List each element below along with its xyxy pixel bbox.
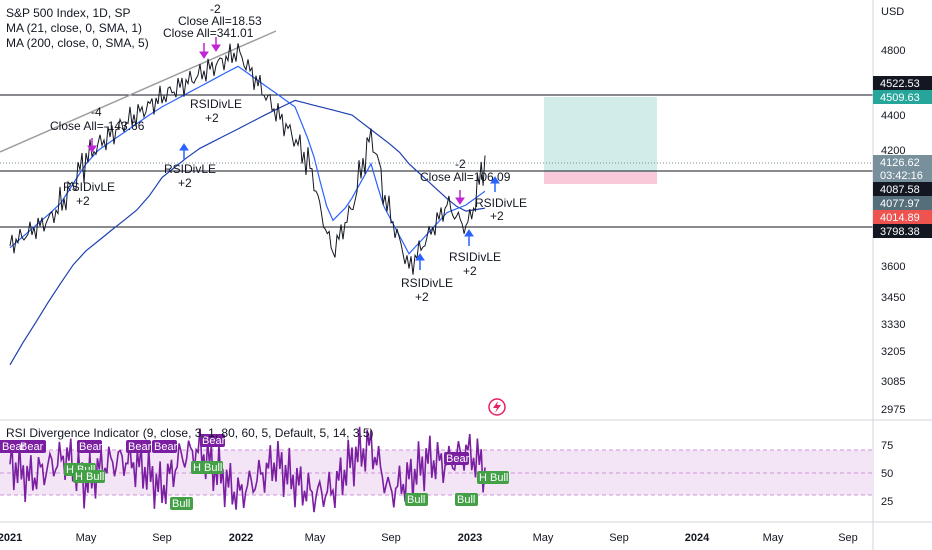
signal-tag-text: Bear bbox=[154, 441, 178, 453]
time-tick: May bbox=[763, 532, 784, 544]
currency-label: USD bbox=[881, 6, 904, 18]
price-line bbox=[9, 43, 486, 275]
price-label-4509: 4509.63 bbox=[873, 90, 932, 104]
price-label-4077: 4077.97 bbox=[873, 196, 932, 210]
time-tick: May bbox=[305, 532, 326, 544]
annotation-minus2-right: -2 bbox=[455, 157, 466, 171]
svg-text:4126.62: 4126.62 bbox=[880, 157, 920, 169]
svg-text:4014.89: 4014.89 bbox=[880, 212, 920, 224]
annotation-plus2-4: +2 bbox=[415, 290, 429, 304]
rsi-tick: 50 bbox=[881, 468, 893, 480]
signal-tag-text: Bull bbox=[407, 494, 425, 506]
price-tick: 3450 bbox=[881, 292, 905, 304]
annotation-rsidivle-2: RSIDivLE bbox=[190, 97, 242, 111]
time-tick: Sep bbox=[381, 532, 401, 544]
time-tick: 2023 bbox=[458, 532, 482, 544]
price-tick: 3600 bbox=[881, 261, 905, 273]
svg-text:4522.53: 4522.53 bbox=[880, 78, 920, 90]
signal-tag-text: Bull bbox=[172, 498, 190, 510]
signal-tag: Bear Bear Bear Bear Bear Bear Bear H Bul… bbox=[0, 434, 509, 510]
signal-tag-text: Bear bbox=[202, 435, 226, 447]
svg-text:4509.63: 4509.63 bbox=[880, 92, 920, 104]
price-label-4522: 4522.53 bbox=[873, 76, 932, 90]
ma200-line bbox=[9, 99, 486, 366]
annotation-rsidivle-1: RSIDivLE bbox=[63, 180, 115, 194]
time-tick: May bbox=[533, 532, 554, 544]
time-tick: 2022 bbox=[229, 532, 253, 544]
lightning-icon[interactable] bbox=[488, 398, 506, 416]
rsi-tick: 25 bbox=[881, 496, 893, 508]
price-tick: 3205 bbox=[881, 346, 905, 358]
annotation-rsidivle-3: RSIDivLE bbox=[164, 162, 216, 176]
price-tick: 4800 bbox=[881, 45, 905, 57]
loss-zone[interactable] bbox=[544, 172, 657, 184]
price-tick: 3330 bbox=[881, 319, 905, 331]
annotation-rsidivle-6: RSIDivLE bbox=[475, 196, 527, 210]
chart-title: S&P 500 Index, 1D, SP bbox=[6, 6, 131, 20]
time-tick: Sep bbox=[152, 532, 172, 544]
rsi-tick: 75 bbox=[881, 440, 893, 452]
annotation-closeall-106: Close All=106.09 bbox=[420, 170, 511, 184]
svg-text:4077.97: 4077.97 bbox=[880, 198, 920, 210]
annotation-minus4: -4 bbox=[91, 105, 102, 119]
profit-zone[interactable] bbox=[544, 97, 657, 172]
countdown-label: 03:42:16 bbox=[873, 169, 932, 182]
signal-tag-text: Bear bbox=[128, 441, 152, 453]
price-tick: 3085 bbox=[881, 376, 905, 388]
entry-arrow-icon bbox=[179, 143, 500, 270]
time-tick: Sep bbox=[609, 532, 629, 544]
trend-line[interactable] bbox=[0, 30, 277, 153]
exit-arrow-icon bbox=[87, 37, 465, 205]
price-tick: 4200 bbox=[881, 145, 905, 157]
rsi-title: RSI Divergence Indicator (9, close, 3, 1… bbox=[6, 426, 374, 440]
signal-tag-text: Bear bbox=[2, 441, 26, 453]
time-tick: Sep bbox=[838, 532, 858, 544]
ma200-legend: MA (200, close, 0, SMA, 5) bbox=[6, 36, 149, 50]
annotation-closeall-neg143: Close All=-143.66 bbox=[50, 119, 145, 133]
chart-legend: S&P 500 Index, 1D, SP MA (21, close, 0, … bbox=[6, 6, 149, 51]
signal-tag-text: H Bull bbox=[75, 471, 104, 483]
price-label-3798: 3798.38 bbox=[873, 224, 932, 238]
annotation-plus2-1: +2 bbox=[76, 194, 90, 208]
ma21-legend: MA (21, close, 0, SMA, 1) bbox=[6, 21, 143, 35]
svg-text:03:42:16: 03:42:16 bbox=[880, 170, 923, 182]
annotation-plus2-6: +2 bbox=[490, 209, 504, 223]
signal-tag-text: Bull bbox=[457, 494, 475, 506]
signal-tag-text: H Bull bbox=[479, 472, 508, 484]
price-label-4014: 4014.89 bbox=[873, 210, 932, 224]
svg-text:3798.38: 3798.38 bbox=[880, 226, 920, 238]
signal-tag-text: Bear bbox=[20, 441, 44, 453]
time-tick: 2021 bbox=[0, 532, 22, 544]
annotation-closeall-18: Close All=18.53 bbox=[178, 14, 262, 28]
price-label-4087: 4087.58 bbox=[873, 182, 932, 196]
signal-tag-text: H Bull bbox=[193, 462, 222, 474]
time-axis[interactable]: 2021 May Sep 2022 May Sep 2023 May Sep 2024 May Sep bbox=[0, 532, 858, 544]
price-tick: 4400 bbox=[881, 110, 905, 122]
annotation-closeall-341: Close All=341.01 bbox=[163, 26, 254, 40]
time-tick: 2024 bbox=[685, 532, 710, 544]
annotation-plus2-5: +2 bbox=[463, 264, 477, 278]
annotation-minus2-top: -2 bbox=[210, 2, 221, 16]
annotation-plus2-3: +2 bbox=[178, 176, 192, 190]
annotation-plus2-2: +2 bbox=[205, 111, 219, 125]
annotation-rsidivle-5: RSIDivLE bbox=[449, 250, 501, 264]
price-label-4126: 4126.62 bbox=[873, 155, 932, 169]
price-tick: 2975 bbox=[881, 404, 905, 416]
signal-tag-text: Bear bbox=[79, 441, 103, 453]
signal-tag-text: Bear bbox=[446, 453, 470, 465]
annotation-rsidivle-4: RSIDivLE bbox=[401, 276, 453, 290]
svg-text:4087.58: 4087.58 bbox=[880, 184, 920, 196]
time-tick: May bbox=[76, 532, 97, 544]
